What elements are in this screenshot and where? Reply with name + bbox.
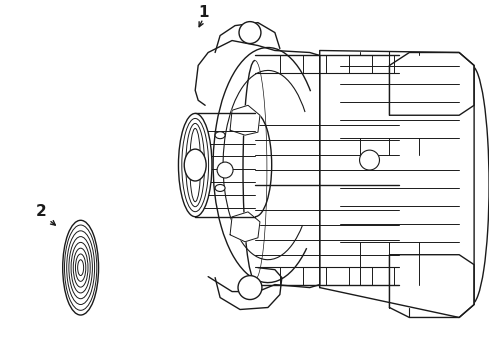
Circle shape — [238, 276, 262, 300]
Ellipse shape — [8, 210, 117, 325]
Polygon shape — [319, 50, 474, 318]
Polygon shape — [230, 105, 260, 135]
Polygon shape — [390, 255, 474, 318]
Circle shape — [360, 150, 379, 170]
Circle shape — [239, 22, 261, 44]
Ellipse shape — [63, 220, 98, 315]
Text: 1: 1 — [198, 5, 208, 20]
Ellipse shape — [184, 149, 206, 181]
Circle shape — [217, 162, 233, 178]
Text: 2: 2 — [35, 204, 46, 219]
Polygon shape — [230, 212, 260, 242]
Ellipse shape — [215, 132, 225, 139]
Ellipse shape — [178, 113, 212, 217]
Polygon shape — [390, 53, 474, 115]
Ellipse shape — [215, 184, 225, 192]
